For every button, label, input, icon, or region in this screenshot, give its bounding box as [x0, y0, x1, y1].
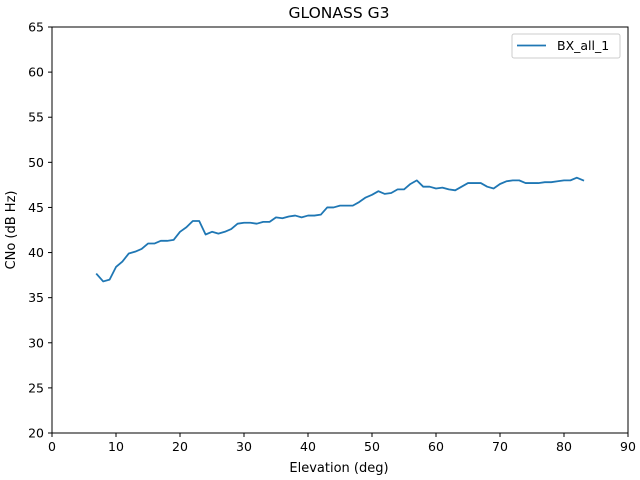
x-tick-label: 10	[108, 439, 124, 454]
y-tick-label: 50	[28, 155, 44, 170]
y-tick-label: 55	[28, 110, 44, 125]
plot-frame	[51, 26, 629, 434]
y-tick-label: 65	[28, 20, 44, 35]
chart-title: GLONASS G3	[289, 4, 390, 22]
y-tick-label: 60	[28, 65, 44, 80]
x-tick-label: 50	[364, 439, 380, 454]
y-tick-label: 30	[28, 335, 44, 350]
legend: BX_all_1	[511, 33, 621, 59]
x-axis-label: Elevation (deg)	[289, 461, 388, 476]
x-tick-label: 80	[556, 439, 572, 454]
x-tick-label: 40	[300, 439, 316, 454]
y-tick-label: 45	[28, 200, 44, 215]
y-axis-label: CNo (dB Hz)	[4, 191, 19, 270]
x-tick-label: 0	[48, 439, 56, 454]
legend-label: BX_all_1	[557, 38, 609, 53]
x-tick-label: 70	[492, 439, 508, 454]
x-tick-label: 20	[172, 439, 188, 454]
axis-ticks: 0 10 20 30 40 50 60 70 80 90 20 25 30 35 40 45 50 55 60 65	[28, 20, 636, 455]
legend-box	[511, 33, 621, 59]
x-tick-label: 90	[620, 439, 636, 454]
series-layer	[95, 176, 585, 283]
y-tick-label: 40	[28, 245, 44, 260]
x-tick-label: 30	[236, 439, 252, 454]
y-tick-label: 20	[28, 426, 44, 441]
x-tick-label: 60	[428, 439, 444, 454]
y-tick-label: 25	[28, 380, 44, 395]
y-tick-label: 35	[28, 290, 44, 305]
series-line	[95, 176, 585, 283]
